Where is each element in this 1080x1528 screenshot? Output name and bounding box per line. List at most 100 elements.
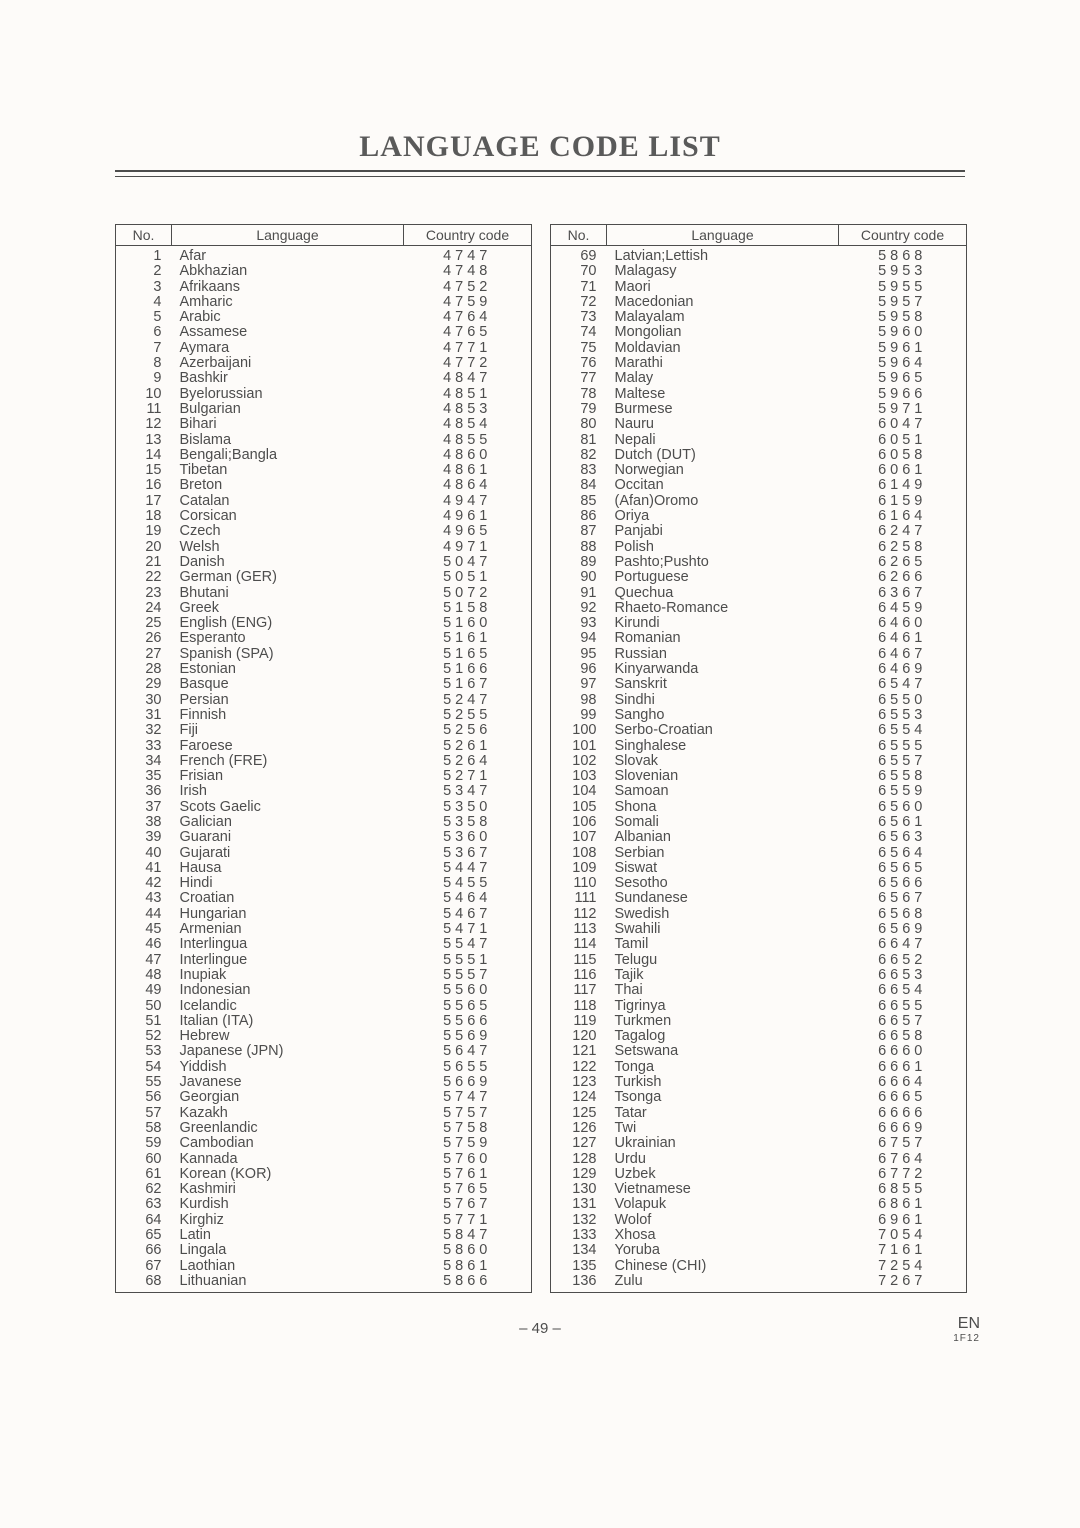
- table-row: 120Tagalog6658: [551, 1029, 967, 1044]
- cell-language: Tamil: [607, 937, 839, 952]
- table-row: 97Sanskrit6547: [551, 677, 967, 692]
- cell-code: 5965: [839, 371, 967, 386]
- cell-language: Irish: [172, 784, 404, 799]
- table-row: 19Czech4965: [116, 524, 532, 539]
- cell-language: Tonga: [607, 1060, 839, 1075]
- table-row: 105Shona6560: [551, 800, 967, 815]
- table-row: 43Croatian5464: [116, 891, 532, 906]
- cell-code: 6654: [839, 983, 967, 998]
- cell-no: 49: [116, 983, 172, 998]
- cell-code: 5551: [404, 953, 532, 968]
- cell-no: 1: [116, 246, 172, 265]
- cell-code: 6247: [839, 524, 967, 539]
- cell-no: 95: [551, 647, 607, 662]
- cell-language: Kazakh: [172, 1106, 404, 1121]
- cell-no: 76: [551, 356, 607, 371]
- cell-language: Greek: [172, 601, 404, 616]
- cell-language: (Afan)Oromo: [607, 494, 839, 509]
- cell-language: Welsh: [172, 540, 404, 555]
- cell-code: 4752: [404, 280, 532, 295]
- cell-code: 5047: [404, 555, 532, 570]
- table-row: 27Spanish (SPA)5165: [116, 647, 532, 662]
- cell-code: 6149: [839, 478, 967, 493]
- cell-code: 6661: [839, 1060, 967, 1075]
- cell-no: 43: [116, 891, 172, 906]
- cell-code: 6164: [839, 509, 967, 524]
- table-row: 60Kannada5760: [116, 1152, 532, 1167]
- cell-language: Panjabi: [607, 524, 839, 539]
- table-row: 132Wolof6961: [551, 1213, 967, 1228]
- cell-no: 117: [551, 983, 607, 998]
- table-row: 12Bihari4854: [116, 417, 532, 432]
- cell-language: Aymara: [172, 341, 404, 356]
- cell-language: Singhalese: [607, 739, 839, 754]
- cell-no: 21: [116, 555, 172, 570]
- cell-code: 5165: [404, 647, 532, 662]
- cell-code: 5957: [839, 295, 967, 310]
- cell-code: 6459: [839, 601, 967, 616]
- cell-no: 123: [551, 1075, 607, 1090]
- table-row: 38Galician5358: [116, 815, 532, 830]
- table-row: 74Mongolian5960: [551, 325, 967, 340]
- cell-code: 6567: [839, 891, 967, 906]
- table-row: 81Nepali6051: [551, 433, 967, 448]
- table-row: 110Sesotho6566: [551, 876, 967, 891]
- cell-code: 5964: [839, 356, 967, 371]
- cell-code: 4847: [404, 371, 532, 386]
- cell-no: 129: [551, 1167, 607, 1182]
- cell-code: 6461: [839, 631, 967, 646]
- cell-code: 4854: [404, 417, 532, 432]
- table-row: 52Hebrew5569: [116, 1029, 532, 1044]
- cell-code: 7267: [839, 1274, 967, 1293]
- cell-code: 6772: [839, 1167, 967, 1182]
- cell-no: 68: [116, 1274, 172, 1293]
- table-row: 87Panjabi6247: [551, 524, 967, 539]
- table-row: 114Tamil6647: [551, 937, 967, 952]
- cell-code: 6665: [839, 1090, 967, 1105]
- cell-code: 6061: [839, 463, 967, 478]
- cell-language: Laothian: [172, 1259, 404, 1274]
- table-row: 55Javanese5669: [116, 1075, 532, 1090]
- table-row: 24Greek5158: [116, 601, 532, 616]
- cell-no: 6: [116, 325, 172, 340]
- cell-code: 6664: [839, 1075, 967, 1090]
- table-row: 6Assamese4765: [116, 325, 532, 340]
- cell-code: 4971: [404, 540, 532, 555]
- cell-no: 136: [551, 1274, 607, 1293]
- cell-no: 109: [551, 861, 607, 876]
- cell-code: 5256: [404, 723, 532, 738]
- cell-code: 4853: [404, 402, 532, 417]
- table-row: 130Vietnamese6855: [551, 1182, 967, 1197]
- col-header-lang: Language: [607, 225, 839, 246]
- cell-no: 78: [551, 387, 607, 402]
- cell-code: 5360: [404, 830, 532, 845]
- cell-no: 110: [551, 876, 607, 891]
- cell-code: 5347: [404, 784, 532, 799]
- table-row: 8Azerbaijani4772: [116, 356, 532, 371]
- cell-code: 6569: [839, 922, 967, 937]
- cell-no: 24: [116, 601, 172, 616]
- table-row: 104Samoan6559: [551, 784, 967, 799]
- cell-no: 77: [551, 371, 607, 386]
- cell-language: Kinyarwanda: [607, 662, 839, 677]
- table-row: 125Tatar6666: [551, 1106, 967, 1121]
- cell-no: 120: [551, 1029, 607, 1044]
- cell-language: Nepali: [607, 433, 839, 448]
- cell-code: 5771: [404, 1213, 532, 1228]
- table-row: 102Slovak6557: [551, 754, 967, 769]
- cell-code: 5051: [404, 570, 532, 585]
- cell-code: 5767: [404, 1197, 532, 1212]
- table-row: 72Macedonian5957: [551, 295, 967, 310]
- cell-code: 6563: [839, 830, 967, 845]
- table-row: 58Greenlandic5758: [116, 1121, 532, 1136]
- cell-no: 33: [116, 739, 172, 754]
- cell-no: 131: [551, 1197, 607, 1212]
- cell-no: 119: [551, 1014, 607, 1029]
- cell-language: Albanian: [607, 830, 839, 845]
- cell-code: 4764: [404, 310, 532, 325]
- table-row: 88Polish6258: [551, 540, 967, 555]
- cell-no: 25: [116, 616, 172, 631]
- cell-language: Moldavian: [607, 341, 839, 356]
- cell-code: 5557: [404, 968, 532, 983]
- cell-code: 4965: [404, 524, 532, 539]
